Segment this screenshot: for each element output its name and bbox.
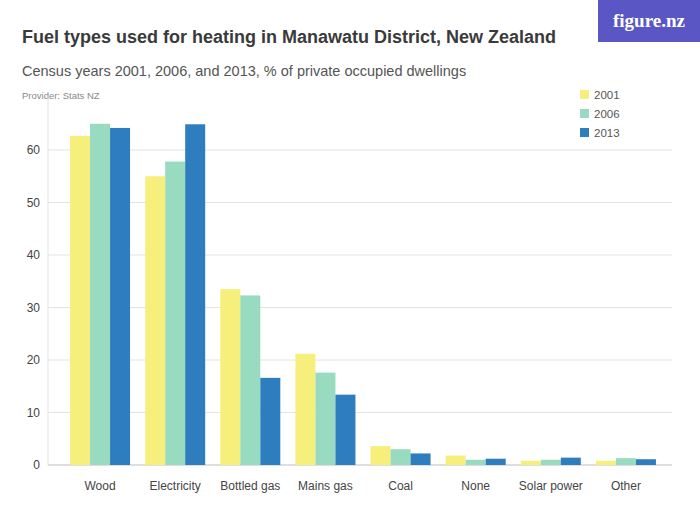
bar bbox=[335, 395, 355, 465]
x-tick-label: Coal bbox=[388, 479, 413, 493]
bar bbox=[391, 449, 411, 465]
bar bbox=[616, 458, 636, 465]
y-tick-label: 10 bbox=[27, 406, 41, 420]
logo: figure.nz bbox=[613, 10, 686, 31]
legend-swatch bbox=[580, 128, 589, 137]
x-tick-label: Solar power bbox=[519, 479, 583, 493]
bar bbox=[145, 176, 165, 465]
bars bbox=[70, 124, 656, 465]
source: Provider: Stats NZ bbox=[22, 90, 100, 101]
bar bbox=[596, 461, 616, 465]
logo-box bbox=[598, 0, 700, 42]
bar bbox=[371, 446, 391, 465]
y-tick-label: 50 bbox=[27, 196, 41, 210]
x-tick-label: Other bbox=[611, 479, 641, 493]
y-axis-line bbox=[48, 98, 49, 466]
y-tick-label: 20 bbox=[27, 353, 41, 367]
bar bbox=[90, 124, 110, 465]
bar bbox=[521, 461, 541, 465]
title: Fuel types used for heating in Manawatu … bbox=[22, 27, 556, 47]
bar bbox=[70, 136, 90, 465]
x-tick-label: Bottled gas bbox=[220, 479, 280, 493]
bar bbox=[260, 378, 280, 465]
legend-label: 2006 bbox=[594, 108, 620, 120]
x-tick-label: Wood bbox=[84, 479, 115, 493]
x-tick-label: Electricity bbox=[150, 479, 201, 493]
bar bbox=[295, 354, 315, 465]
legend-label: 2013 bbox=[594, 127, 620, 139]
grid-line bbox=[48, 255, 672, 256]
grid-line bbox=[48, 150, 672, 151]
bar bbox=[185, 124, 205, 465]
y-tick-label: 40 bbox=[27, 248, 41, 262]
bar bbox=[110, 128, 130, 465]
y-tick-label: 30 bbox=[27, 301, 41, 315]
subtitle: Census years 2001, 2006, and 2013, % of … bbox=[22, 63, 466, 79]
bar bbox=[165, 162, 185, 465]
grid-line bbox=[48, 202, 672, 203]
bar bbox=[466, 460, 486, 465]
bar bbox=[446, 456, 466, 465]
bar bbox=[636, 459, 656, 465]
grid-line bbox=[48, 360, 672, 361]
grid-line bbox=[48, 307, 672, 308]
bar bbox=[486, 459, 506, 465]
x-tick-label: Mains gas bbox=[298, 479, 353, 493]
legend-label: 2001 bbox=[594, 89, 620, 101]
x-tick-label: None bbox=[461, 479, 490, 493]
legend-swatch bbox=[580, 109, 589, 118]
bar bbox=[411, 453, 431, 465]
bar bbox=[561, 458, 581, 465]
chart-root: Fuel types used for heating in Manawatu … bbox=[0, 0, 700, 525]
legend-swatch bbox=[580, 90, 589, 99]
chart: Fuel types used for heating in Manawatu … bbox=[0, 0, 700, 525]
bar bbox=[541, 460, 561, 465]
bar bbox=[220, 289, 240, 465]
y-tick-label: 60 bbox=[27, 143, 41, 157]
bar bbox=[315, 373, 335, 465]
y-tick-label: 0 bbox=[33, 458, 40, 472]
grid-line bbox=[48, 412, 672, 413]
bar bbox=[240, 295, 260, 465]
